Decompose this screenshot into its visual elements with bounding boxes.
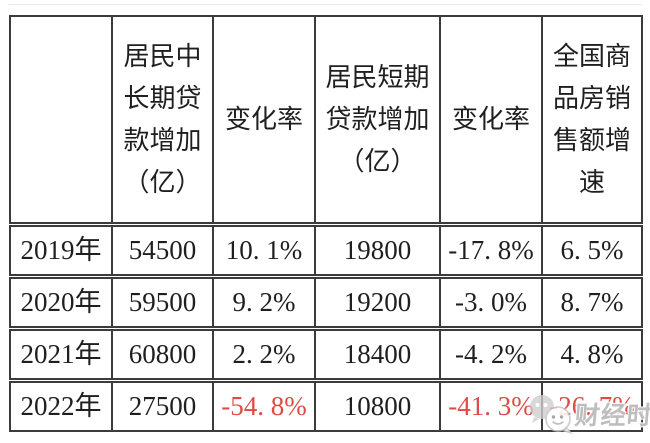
table-row-2021: 2021年 60800 2. 2% 18400 -4. 2% 4. 8% xyxy=(9,326,643,382)
value-cell: 19800 xyxy=(314,222,441,278)
year-cell: 2021年 xyxy=(9,326,113,382)
header-empty xyxy=(9,15,113,226)
value-cell: -54. 8% xyxy=(212,378,316,432)
value-cell: 19200 xyxy=(314,274,441,330)
table-row-2022: 2022年 27500 -54. 8% 10800 -41. 3% -26. 7… xyxy=(9,378,643,432)
table-row-2019: 2019年 54500 10. 1% 19800 -17. 8% 6. 5% xyxy=(9,222,643,278)
value-cell: 6. 5% xyxy=(541,222,643,278)
value-cell: 2. 2% xyxy=(212,326,316,382)
year-cell: 2020年 xyxy=(9,274,113,330)
value-cell: 18400 xyxy=(314,326,441,382)
header-resident-mlt-loan-increase: 居民中 长期贷 款增加 （亿） xyxy=(111,15,214,226)
value-cell: 54500 xyxy=(111,222,214,278)
value-cell: 60800 xyxy=(111,326,214,382)
header-resident-st-loan-increase: 居民短期 贷款增加 （亿） xyxy=(314,15,441,226)
table-row-2020: 2020年 59500 9. 2% 19200 -3. 0% 8. 7% xyxy=(9,274,643,330)
value-cell: 9. 2% xyxy=(212,274,316,330)
header-change-rate-mlt: 变化率 xyxy=(212,15,316,226)
value-cell: -26. 7% xyxy=(541,378,643,432)
header-housing-sales-growth: 全国商 品房销 售额增 速 xyxy=(541,15,643,226)
value-cell: 10. 1% xyxy=(212,222,316,278)
header-row: 居民中 长期贷 款增加 （亿） 变化率 居民短期 贷款增加 （亿） 变化率 全国… xyxy=(9,15,643,226)
value-cell: 59500 xyxy=(111,274,214,330)
year-cell: 2019年 xyxy=(9,222,113,278)
header-change-rate-st: 变化率 xyxy=(439,15,543,226)
year-cell: 2022年 xyxy=(9,378,113,432)
value-cell: -3. 0% xyxy=(439,274,543,330)
value-cell: -4. 2% xyxy=(439,326,543,382)
value-cell: 10800 xyxy=(314,378,441,432)
value-cell: -17. 8% xyxy=(439,222,543,278)
value-cell: 4. 8% xyxy=(541,326,643,382)
top-divider-line xyxy=(8,4,642,5)
value-cell: -41. 3% xyxy=(439,378,543,432)
value-cell: 27500 xyxy=(111,378,214,432)
value-cell: 8. 7% xyxy=(541,274,643,330)
loan-data-table: 居民中 长期贷 款增加 （亿） 变化率 居民短期 贷款增加 （亿） 变化率 全国… xyxy=(9,15,643,432)
